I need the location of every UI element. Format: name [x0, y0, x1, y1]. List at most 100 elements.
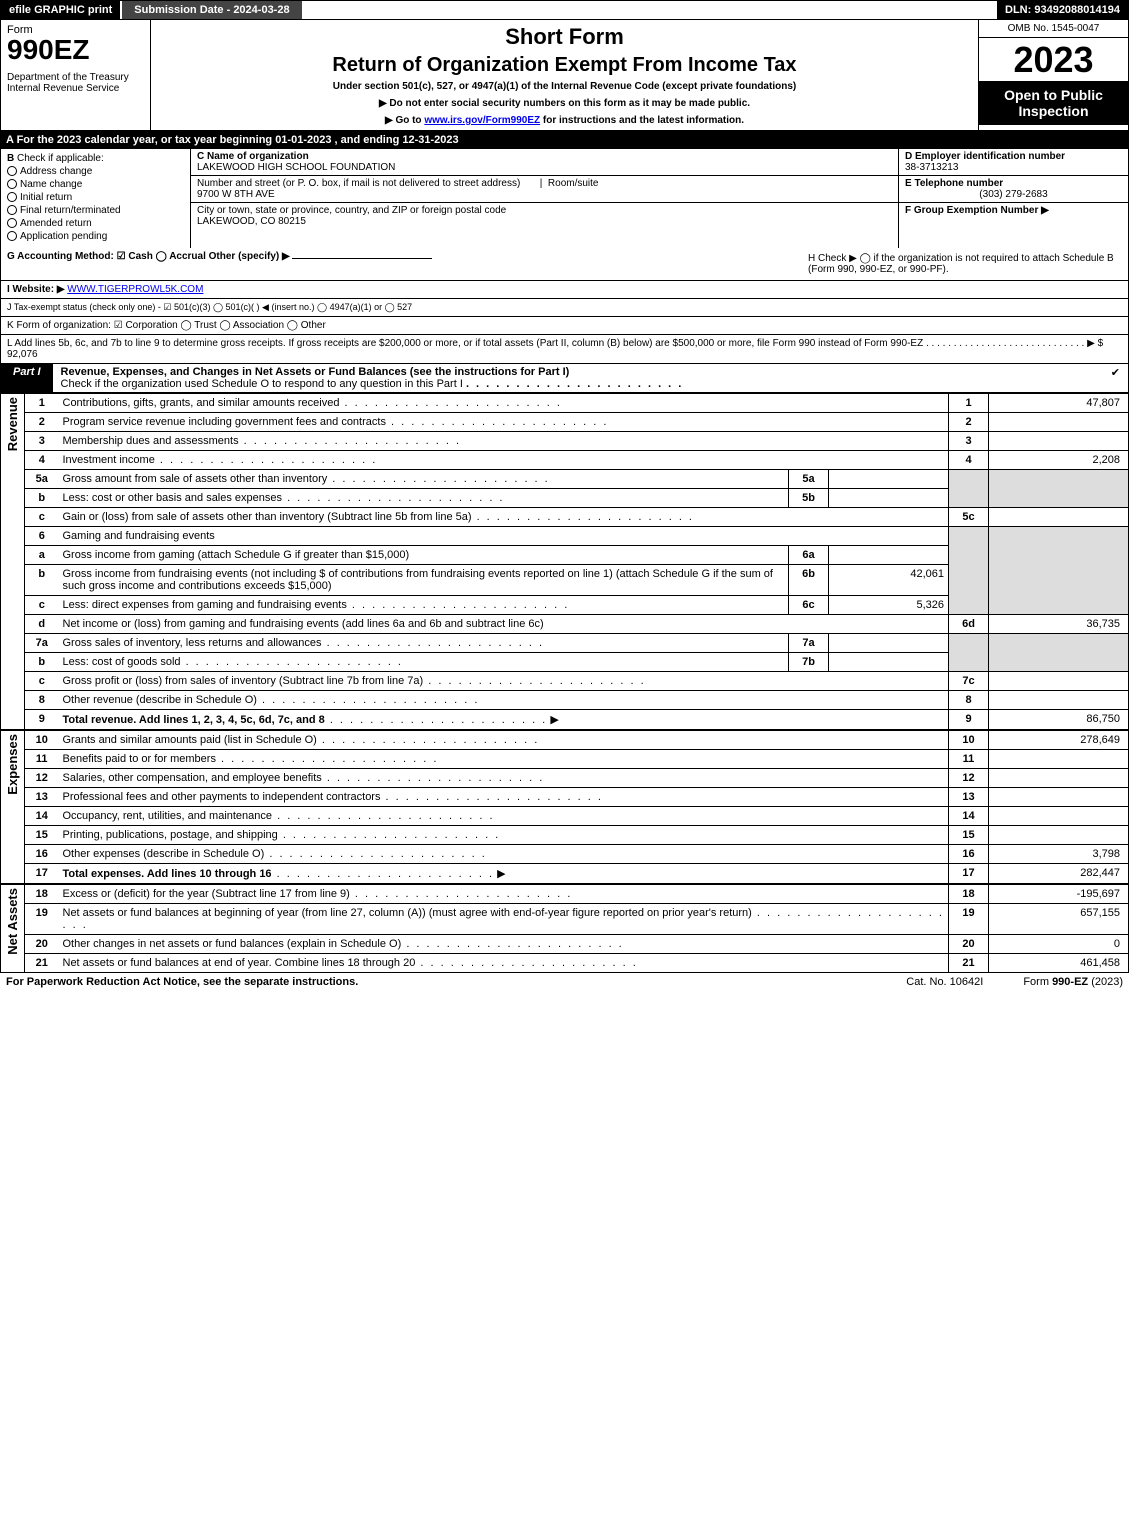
line-9-desc: Total revenue. Add lines 1, 2, 3, 4, 5c,…: [63, 714, 325, 726]
line-19-amt: 657,155: [989, 904, 1129, 935]
line-2-amt: [989, 413, 1129, 432]
line-k: K Form of organization: ☑ Corporation ◯ …: [0, 317, 1129, 335]
section-b: B Check if applicable: Address change Na…: [1, 149, 191, 248]
arrow-icon: ▶: [550, 714, 558, 726]
phone: (303) 279-2683: [905, 189, 1122, 200]
tax-year: 2023: [979, 38, 1128, 81]
line-16-amt: 3,798: [989, 845, 1129, 864]
line-g-h: H Check ▶ ◯ if the organization is not r…: [0, 248, 1129, 281]
line-6b-desc: Gross income from fundraising events (no…: [63, 568, 773, 592]
footer-form: Form 990-EZ (2023): [1023, 976, 1123, 988]
line-a: A For the 2023 calendar year, or tax yea…: [0, 131, 1129, 149]
line-21-desc: Net assets or fund balances at end of ye…: [63, 957, 416, 969]
ein-label: D Employer identification number: [905, 151, 1065, 162]
line-10-amt: 278,649: [989, 730, 1129, 750]
chk-final-return[interactable]: Final return/terminated: [7, 205, 184, 216]
section-c: C Name of organization LAKEWOOD HIGH SCH…: [191, 149, 898, 248]
omb-number: OMB No. 1545-0047: [979, 20, 1128, 38]
header-right: OMB No. 1545-0047 2023 Open to Public In…: [978, 20, 1128, 130]
part-1-sub: Check if the organization used Schedule …: [61, 378, 463, 390]
org-address: 9700 W 8TH AVE: [197, 189, 275, 200]
line-7b-desc: Less: cost of goods sold: [63, 656, 181, 668]
section-bcd: B Check if applicable: Address change Na…: [0, 149, 1129, 248]
open-inspection-badge: Open to Public Inspection: [979, 81, 1128, 125]
line-11-desc: Benefits paid to or for members: [63, 753, 216, 765]
instruction-1: ▶ Do not enter social security numbers o…: [159, 98, 970, 109]
line-6d-amt: 36,735: [989, 615, 1129, 634]
line-18-amt: -195,697: [989, 884, 1129, 904]
chk-address-change[interactable]: Address change: [7, 166, 184, 177]
chk-application-pending[interactable]: Application pending: [7, 231, 184, 242]
org-name: LAKEWOOD HIGH SCHOOL FOUNDATION: [197, 162, 395, 173]
part-1-title: Revenue, Expenses, and Changes in Net As…: [53, 364, 692, 392]
line-5b-desc: Less: cost or other basis and sales expe…: [63, 492, 283, 504]
line-9-amt: 86,750: [989, 710, 1129, 731]
line-6d-desc: Net income or (loss) from gaming and fun…: [63, 618, 544, 630]
line-17-desc: Total expenses. Add lines 10 through 16: [63, 868, 272, 880]
line-10-desc: Grants and similar amounts paid (list in…: [63, 734, 317, 746]
main-title: Return of Organization Exempt From Incom…: [159, 54, 970, 77]
instruction-2-pre: ▶ Go to: [385, 115, 424, 126]
top-bar: efile GRAPHIC print Submission Date - 20…: [0, 0, 1129, 20]
line-1-box: 1: [949, 394, 989, 413]
form-header: Form 990EZ Department of the Treasury In…: [0, 20, 1129, 131]
page-footer: For Paperwork Reduction Act Notice, see …: [0, 972, 1129, 991]
line-1-num: 1: [25, 394, 59, 413]
arrow-icon: ▶: [497, 868, 505, 880]
efile-label[interactable]: efile GRAPHIC print: [1, 1, 120, 19]
part-1-header: Part I Revenue, Expenses, and Changes in…: [0, 364, 1129, 393]
check-if-applicable: Check if applicable:: [17, 153, 104, 164]
website-link[interactable]: WWW.TIGERPROWL5K.COM: [67, 284, 203, 295]
line-15-desc: Printing, publications, postage, and shi…: [63, 829, 278, 841]
line-j: J Tax-exempt status (check only one) - ☑…: [0, 299, 1129, 317]
revenue-side-label: Revenue: [5, 397, 20, 451]
line-20-amt: 0: [989, 935, 1129, 954]
expenses-side-label: Expenses: [5, 734, 20, 795]
line-6c-desc: Less: direct expenses from gaming and fu…: [63, 599, 347, 611]
line-l: L Add lines 5b, 6c, and 7b to line 9 to …: [0, 335, 1129, 364]
chk-amended-return[interactable]: Amended return: [7, 218, 184, 229]
line-5c-desc: Gain or (loss) from sale of assets other…: [63, 511, 472, 523]
header-left: Form 990EZ Department of the Treasury In…: [1, 20, 151, 130]
line-6c-val: 5,326: [829, 596, 949, 615]
instruction-2: ▶ Go to www.irs.gov/Form990EZ for instru…: [159, 115, 970, 126]
city-label: City or town, state or province, country…: [197, 205, 506, 216]
line-7a-desc: Gross sales of inventory, less returns a…: [63, 637, 322, 649]
line-18-desc: Excess or (deficit) for the year (Subtra…: [63, 888, 350, 900]
part-1-checkbox[interactable]: ✔: [1103, 364, 1128, 392]
chk-name-change[interactable]: Name change: [7, 179, 184, 190]
line-2-desc: Program service revenue including govern…: [63, 416, 386, 428]
part-1-badge: Part I: [1, 364, 53, 392]
line-21-amt: 461,458: [989, 954, 1129, 973]
line-12-desc: Salaries, other compensation, and employ…: [63, 772, 322, 784]
line-6b-val: 42,061: [829, 565, 949, 596]
footer-catno: Cat. No. 10642I: [906, 976, 983, 988]
line-20-desc: Other changes in net assets or fund bala…: [63, 938, 402, 950]
line-1-amt: 47,807: [989, 394, 1129, 413]
line-14-desc: Occupancy, rent, utilities, and maintena…: [63, 810, 273, 822]
submission-date: Submission Date - 2024-03-28: [120, 1, 301, 19]
line-16-desc: Other expenses (describe in Schedule O): [63, 848, 265, 860]
subtitle: Under section 501(c), 527, or 4947(a)(1)…: [159, 81, 970, 92]
part-1-table: Revenue 1 Contributions, gifts, grants, …: [0, 393, 1129, 972]
org-name-label: C Name of organization: [197, 151, 309, 162]
phone-label: E Telephone number: [905, 178, 1003, 189]
line-i: I Website: ▶ WWW.TIGERPROWL5K.COM: [0, 281, 1129, 299]
net-assets-side-label: Net Assets: [5, 888, 20, 955]
org-city: LAKEWOOD, CO 80215: [197, 216, 306, 227]
dln: DLN: 93492088014194: [997, 1, 1128, 19]
group-exemption-label: F Group Exemption Number ▶: [905, 205, 1049, 216]
addr-label: Number and street (or P. O. box, if mail…: [197, 178, 520, 189]
line-4-desc: Investment income: [63, 454, 155, 466]
chk-initial-return[interactable]: Initial return: [7, 192, 184, 203]
section-b-letter: B: [7, 153, 14, 164]
line-g: G Accounting Method: ☑ Cash ◯ Accrual Ot…: [7, 251, 290, 262]
line-17-amt: 282,447: [989, 864, 1129, 885]
line-5a-desc: Gross amount from sale of assets other t…: [63, 473, 328, 485]
line-13-desc: Professional fees and other payments to …: [63, 791, 381, 803]
department: Department of the Treasury Internal Reve…: [7, 72, 144, 94]
irs-link[interactable]: www.irs.gov/Form990EZ: [424, 115, 540, 126]
instruction-2-tail: for instructions and the latest informat…: [543, 115, 744, 126]
line-h: H Check ▶ ◯ if the organization is not r…: [802, 251, 1122, 277]
line-7c-desc: Gross profit or (loss) from sales of inv…: [63, 675, 424, 687]
